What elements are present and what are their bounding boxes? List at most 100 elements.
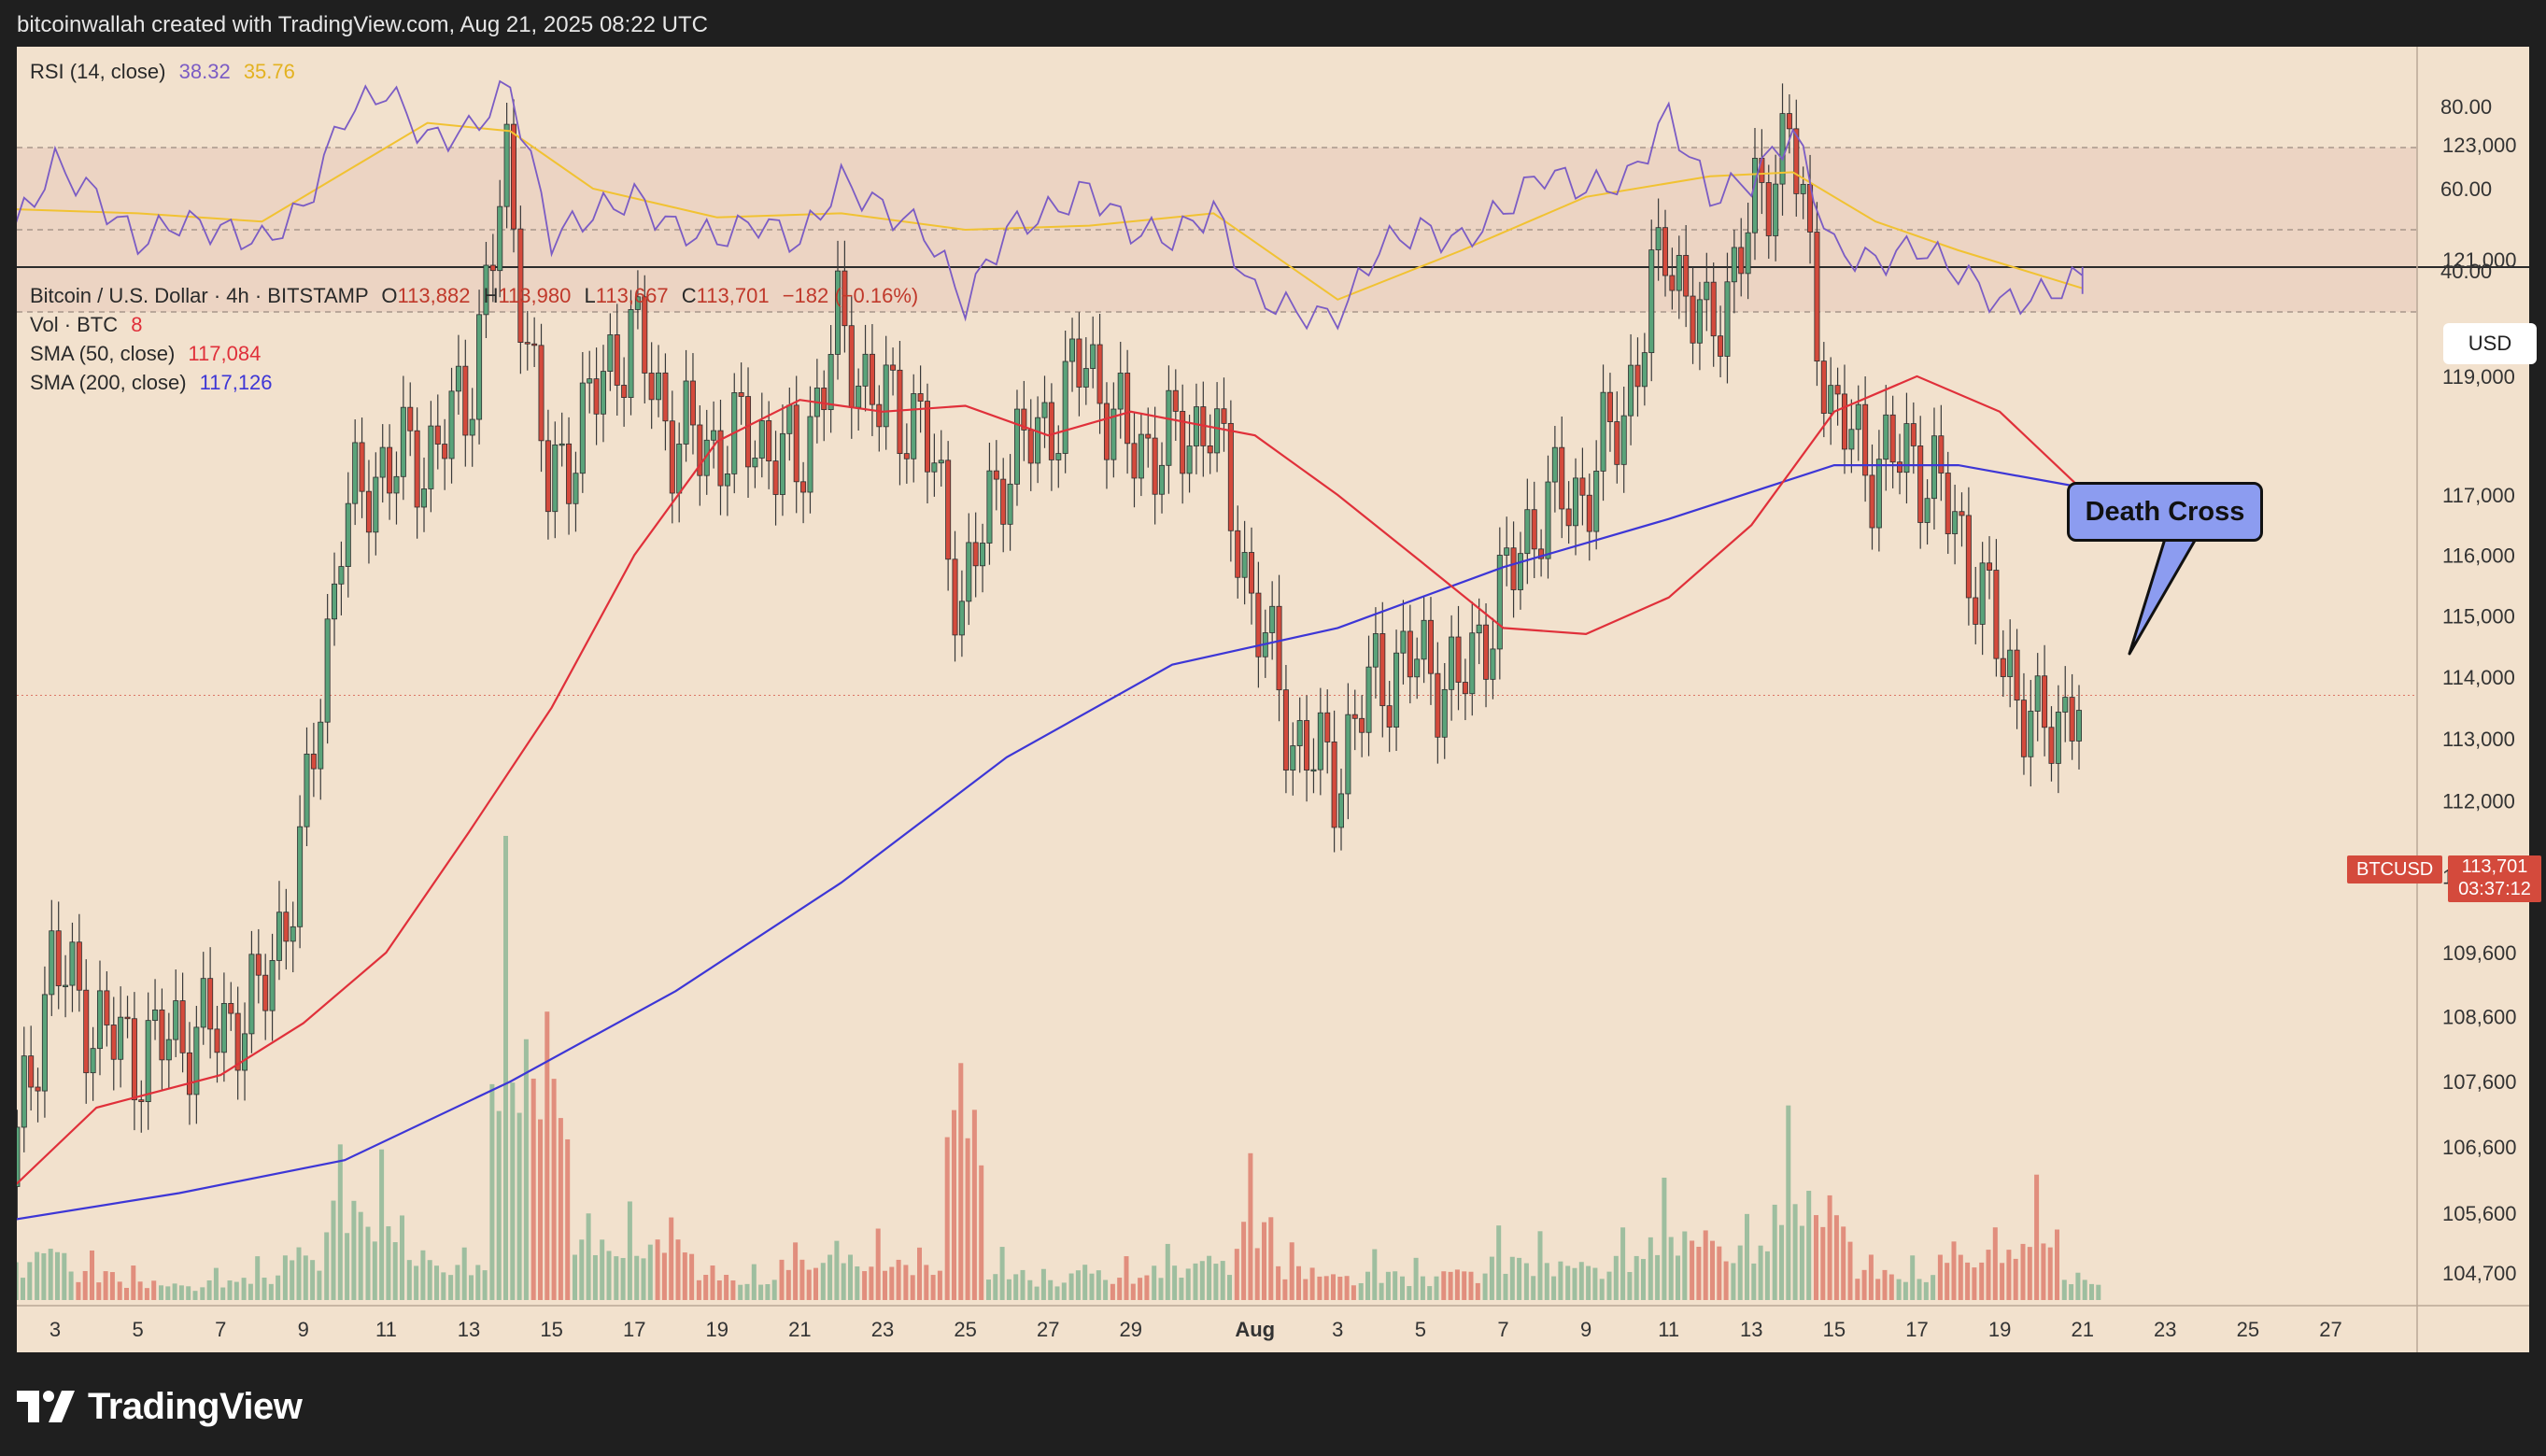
- candle-body: [897, 369, 903, 455]
- candle-body: [469, 418, 475, 436]
- candle-body: [1476, 624, 1482, 634]
- candle-body: [1345, 714, 1351, 795]
- sma200-legend-value: 117,126: [199, 371, 273, 394]
- volume-bar: [358, 1211, 363, 1300]
- volume-bar: [1634, 1255, 1639, 1300]
- low-value: 113,667: [595, 284, 669, 307]
- candle-body: [1455, 636, 1462, 683]
- candle-body: [1407, 630, 1413, 678]
- candle-body: [903, 453, 910, 459]
- candle-body: [1828, 385, 1834, 414]
- death-cross-callout: Death Cross: [2067, 482, 2263, 542]
- candle-body: [173, 1000, 179, 1040]
- volume-bar: [62, 1252, 67, 1300]
- candle-body: [827, 354, 834, 411]
- time-tick-label: 17: [1905, 1318, 1928, 1341]
- candle-body: [1710, 281, 1717, 337]
- volume-bar: [1717, 1246, 1722, 1300]
- time-tick-label: 29: [1120, 1318, 1142, 1341]
- candle-body: [1235, 530, 1241, 578]
- candle-body: [1172, 389, 1179, 412]
- time-tick-label: 7: [215, 1318, 226, 1341]
- candle-body: [1393, 652, 1400, 728]
- candle-body: [248, 954, 255, 1035]
- time-tick-label: 17: [623, 1318, 645, 1341]
- candle-body: [1296, 720, 1303, 746]
- candle-body: [193, 1026, 200, 1096]
- candle-body: [159, 1009, 165, 1061]
- candle-body: [165, 1039, 172, 1061]
- candle-body: [28, 1055, 35, 1088]
- candle-body: [200, 978, 206, 1028]
- candle-body: [1814, 232, 1820, 362]
- volume-bar: [1779, 1224, 1784, 1300]
- time-tick-label: 9: [1580, 1318, 1591, 1341]
- volume-bar: [76, 1281, 81, 1300]
- volume-bar: [703, 1275, 709, 1300]
- currency-selector[interactable]: USD: [2443, 323, 2537, 364]
- volume-bar: [1586, 1265, 1591, 1300]
- volume-bar: [1945, 1263, 1950, 1300]
- volume-bar: [1110, 1283, 1115, 1300]
- candle-body: [1324, 712, 1331, 742]
- volume-bar: [785, 1269, 791, 1300]
- candle-body: [1386, 705, 1393, 728]
- time-tick-label: 5: [1415, 1318, 1426, 1341]
- volume-bar: [317, 1270, 322, 1300]
- candle-body: [1103, 403, 1110, 460]
- volume-bar: [1544, 1263, 1549, 1300]
- volume-bar: [1207, 1255, 1212, 1300]
- ticker-label: BTCUSD: [2347, 855, 2443, 883]
- candle-body: [1565, 508, 1572, 527]
- rsi-legend-ma-value: 35.76: [243, 60, 295, 83]
- volume-bar: [869, 1266, 874, 1300]
- candle-body: [434, 425, 441, 445]
- candle-body: [510, 123, 516, 230]
- volume-bar: [1337, 1277, 1343, 1300]
- time-tick-label: Aug: [1235, 1318, 1275, 1341]
- volume-bar: [545, 1011, 550, 1300]
- volume-bar: [131, 1265, 136, 1300]
- candle-body: [76, 941, 82, 991]
- volume-bar: [220, 1287, 226, 1300]
- candle-body: [1351, 714, 1358, 719]
- volume-bar: [1089, 1273, 1095, 1300]
- candle-body: [359, 442, 365, 492]
- candle-body: [1427, 619, 1434, 674]
- chart-canvas[interactable]: 100.0080.0060.0040.00123,000121,000119,0…: [17, 47, 2529, 1352]
- time-tick-label: 21: [2071, 1318, 2093, 1341]
- candle-body: [1662, 227, 1669, 276]
- candle-body: [262, 974, 269, 1011]
- time-tick-label: 13: [1740, 1318, 1762, 1341]
- candle-body: [842, 270, 848, 327]
- volume-bar: [1827, 1194, 1832, 1300]
- volume-bar: [758, 1284, 764, 1300]
- candle-body: [462, 365, 469, 436]
- volume-bar: [1040, 1268, 1046, 1300]
- volume-bar: [455, 1265, 460, 1300]
- candle-body: [476, 314, 483, 420]
- time-tick-label: 19: [1988, 1318, 2011, 1341]
- candle-body: [1496, 555, 1503, 650]
- volume-bar: [1475, 1282, 1480, 1300]
- candle-body: [1538, 548, 1545, 559]
- volume-bar: [765, 1283, 771, 1300]
- candle-body: [2000, 657, 2006, 677]
- volume-bar: [241, 1278, 247, 1300]
- candle-body: [1227, 422, 1234, 531]
- candle-body: [387, 446, 393, 494]
- volume-bar: [1282, 1279, 1288, 1300]
- candle-body: [1800, 183, 1806, 194]
- volume-bar: [21, 1278, 25, 1300]
- chart-frame[interactable]: 100.0080.0060.0040.00123,000121,000119,0…: [17, 47, 2541, 1352]
- candle-body: [1600, 391, 1606, 472]
- candle-body: [1180, 410, 1186, 474]
- candle-body: [642, 296, 648, 374]
- volume-bar: [600, 1239, 605, 1300]
- volume-bar: [1668, 1237, 1674, 1300]
- tradingview-logo[interactable]: TradingView: [17, 1382, 303, 1431]
- volume-bar: [1613, 1255, 1619, 1300]
- volume-bar: [1006, 1279, 1011, 1300]
- candle-body: [545, 440, 551, 513]
- volume-bar: [345, 1233, 350, 1300]
